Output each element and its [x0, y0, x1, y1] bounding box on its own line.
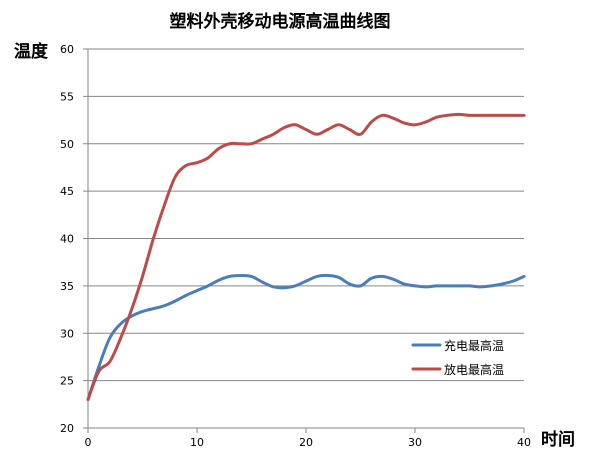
x-tick-label-30: 30: [408, 436, 422, 449]
x-tick-label-40: 40: [517, 436, 531, 449]
legend-label-charge: 充电最高温: [444, 338, 504, 353]
legend-item-discharge: 放电最高温: [411, 362, 504, 377]
y-tick-label-45: 45: [60, 185, 74, 198]
y-tick-label-40: 40: [60, 233, 74, 246]
series-layer: [86, 112, 526, 402]
y-axis-title: 温度: [14, 41, 49, 62]
legend-item-charge: 充电最高温: [411, 338, 504, 353]
y-tick-label-50: 50: [60, 138, 74, 151]
legend: 充电最高温 放电最高温: [411, 338, 504, 377]
y-tick-labels: 20 25 30 35 40 45 50 55 60: [60, 43, 74, 435]
grid-layer: [83, 48, 525, 433]
y-tick-label-20: 20: [60, 422, 74, 435]
y-tick-label-25: 25: [60, 375, 74, 388]
x-tick-label-10: 10: [190, 436, 204, 449]
x-tick-label-0: 0: [85, 436, 92, 449]
y-tick-label-30: 30: [60, 327, 74, 340]
y-tick-label-55: 55: [60, 90, 74, 103]
legend-label-discharge: 放电最高温: [444, 362, 504, 377]
x-tick-label-20: 20: [299, 436, 313, 449]
x-tick-labels: 0 10 20 30 40: [85, 436, 532, 449]
chart-title: 塑料外壳移动电源高温曲线图: [170, 11, 391, 32]
series-line-charge: [86, 273, 526, 402]
series-line-discharge: [86, 112, 526, 402]
y-tick-label-60: 60: [60, 43, 74, 56]
x-axis-title: 时间: [541, 429, 575, 450]
y-tick-label-35: 35: [60, 280, 74, 293]
axis-layer: [87, 49, 524, 429]
